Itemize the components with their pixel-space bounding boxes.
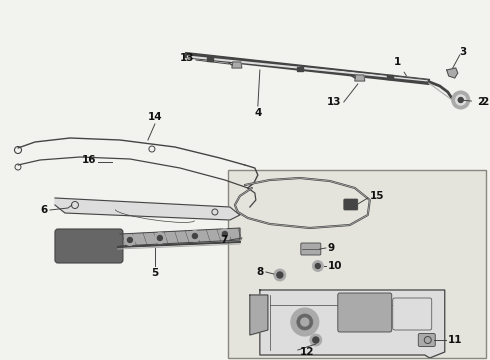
Text: 7: 7 [220, 235, 228, 245]
Polygon shape [260, 290, 445, 358]
Text: 14: 14 [147, 112, 162, 122]
Text: 12: 12 [300, 347, 314, 357]
Circle shape [277, 272, 283, 278]
Circle shape [313, 337, 319, 343]
FancyBboxPatch shape [301, 243, 321, 255]
Polygon shape [55, 198, 240, 220]
Text: 1: 1 [394, 57, 406, 76]
Polygon shape [232, 62, 242, 68]
Circle shape [310, 334, 322, 346]
FancyBboxPatch shape [55, 229, 123, 263]
Circle shape [301, 318, 309, 326]
Text: 13: 13 [179, 53, 194, 63]
FancyBboxPatch shape [344, 199, 358, 210]
Circle shape [297, 314, 313, 330]
Circle shape [452, 91, 470, 109]
Circle shape [458, 98, 463, 103]
Circle shape [154, 233, 166, 243]
Text: 2: 2 [481, 97, 488, 107]
Text: 15: 15 [370, 191, 384, 201]
Circle shape [312, 261, 323, 271]
Text: 6: 6 [41, 205, 48, 215]
Circle shape [190, 230, 200, 242]
Circle shape [291, 308, 319, 336]
Text: 10: 10 [328, 261, 343, 271]
Circle shape [274, 269, 286, 281]
Bar [207, 57, 213, 61]
Text: 9: 9 [328, 243, 335, 253]
Text: 16: 16 [81, 155, 96, 165]
FancyBboxPatch shape [393, 298, 432, 330]
Polygon shape [250, 295, 268, 335]
FancyBboxPatch shape [418, 333, 435, 346]
Bar [387, 75, 393, 79]
Polygon shape [355, 75, 365, 81]
Circle shape [157, 235, 162, 240]
Bar [228, 170, 486, 358]
Text: 5: 5 [151, 268, 159, 278]
Circle shape [127, 238, 132, 243]
Polygon shape [447, 68, 458, 78]
FancyBboxPatch shape [338, 293, 392, 332]
Text: 11: 11 [448, 335, 462, 345]
Text: 3: 3 [460, 47, 467, 57]
Circle shape [220, 229, 230, 239]
Bar [297, 67, 303, 71]
Circle shape [222, 231, 227, 237]
Circle shape [316, 264, 320, 269]
Circle shape [193, 234, 197, 239]
Text: 4: 4 [254, 108, 262, 118]
Text: 2: 2 [464, 97, 484, 107]
Text: 8: 8 [257, 267, 264, 277]
Text: 13: 13 [327, 97, 342, 107]
Circle shape [124, 234, 135, 246]
Circle shape [456, 95, 466, 105]
